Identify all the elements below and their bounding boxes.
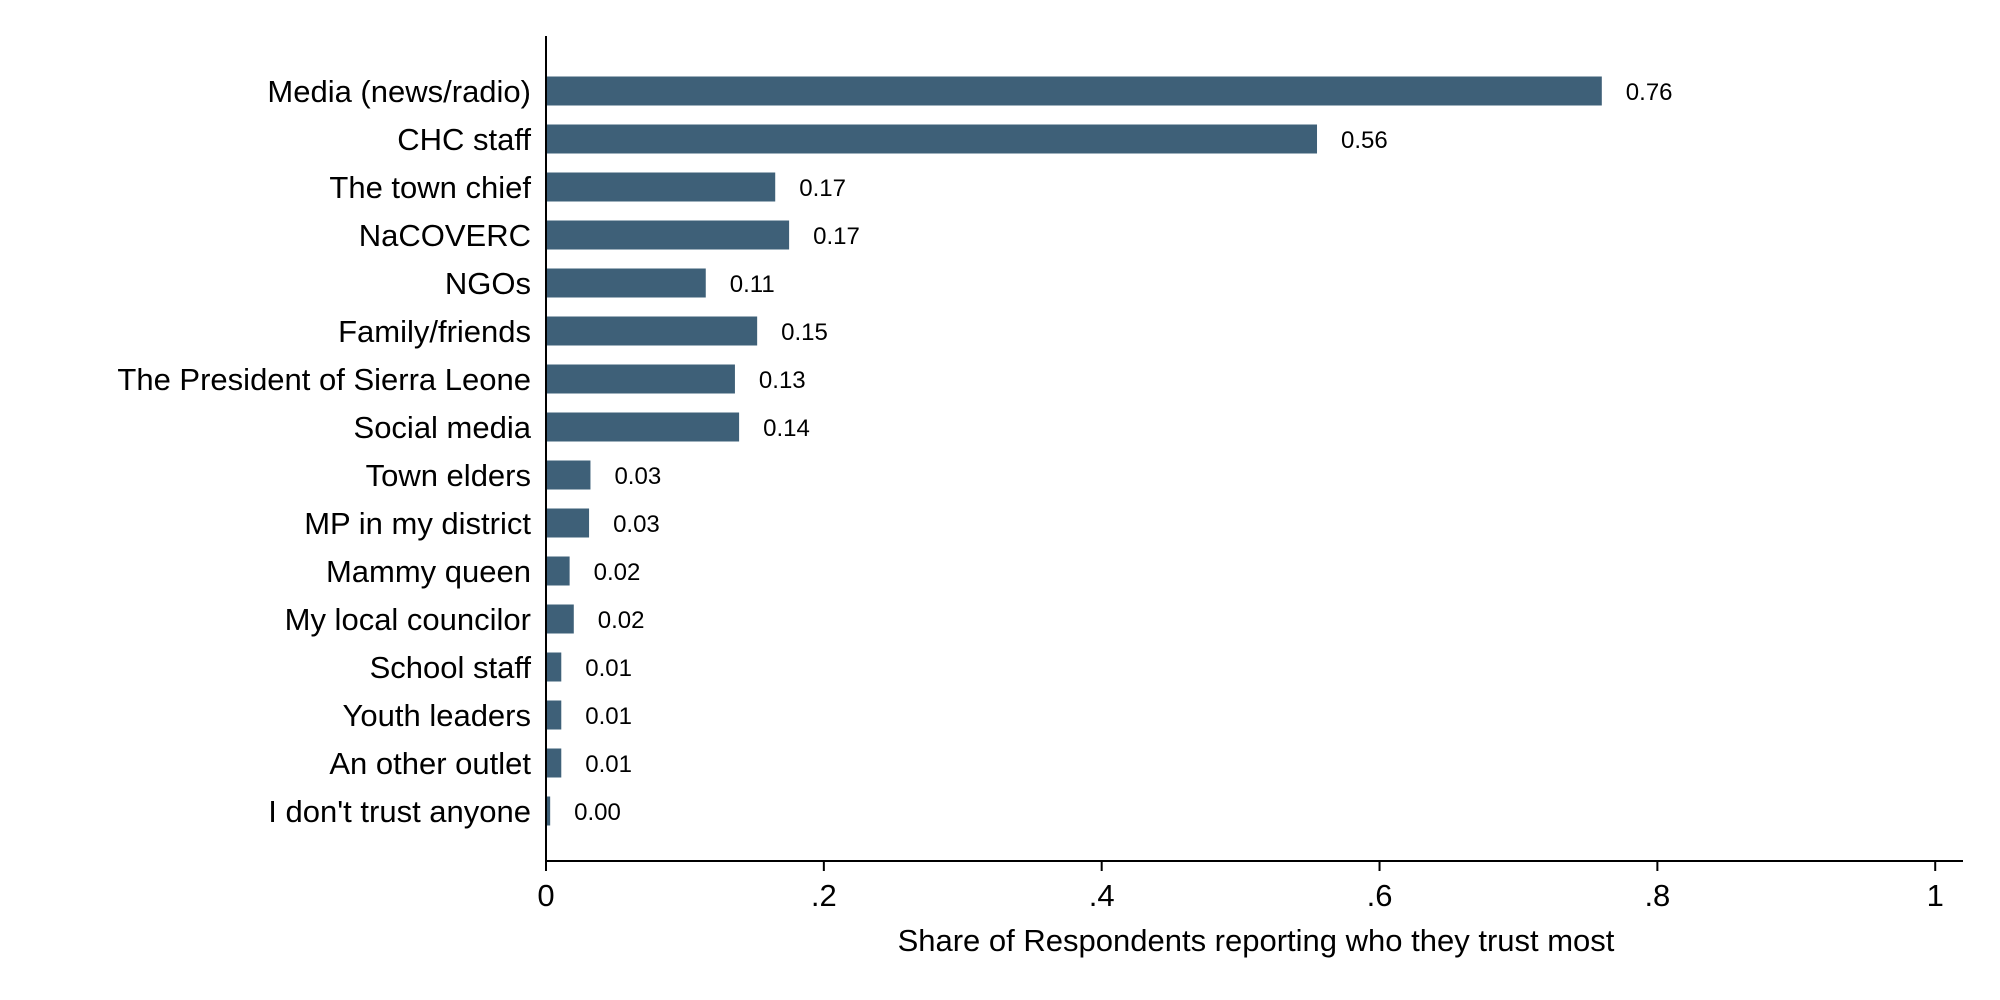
bar-14	[546, 748, 562, 778]
bar-2	[546, 172, 776, 202]
category-label: An other outlet	[329, 746, 531, 781]
bar-8	[546, 460, 591, 490]
category-label: Social media	[354, 410, 532, 445]
x-tick-label: .6	[1367, 878, 1393, 913]
value-label: 0.14	[763, 415, 810, 442]
category-labels-layer: Media (news/radio) CHC staff The town chie…	[117, 74, 531, 829]
category-label: I don't trust anyone	[268, 794, 531, 829]
category-label: The President of Sierra Leone	[117, 362, 531, 397]
bars-layer	[546, 76, 1602, 826]
bar-11	[546, 604, 574, 634]
category-label: MP in my district	[304, 506, 531, 541]
x-tick-label: .4	[1089, 878, 1115, 913]
category-label: The town chief	[329, 170, 531, 205]
value-label: 0.03	[613, 511, 660, 538]
value-label: 0.15	[781, 319, 828, 346]
value-label: 0.11	[730, 271, 775, 298]
x-tick-label: 1	[1927, 878, 1944, 913]
bar-6	[546, 364, 735, 394]
category-label: Family/friends	[338, 314, 531, 349]
bar-7	[546, 412, 740, 442]
x-ticks-layer: 0 .2 .4 .6 .8 1	[537, 861, 1944, 913]
category-label: Mammy queen	[326, 554, 531, 589]
category-label: My local councilor	[285, 602, 531, 637]
value-label: 0.01	[585, 655, 632, 682]
value-label: 0.01	[585, 703, 632, 730]
bar-9	[546, 508, 590, 538]
value-label: 0.56	[1341, 127, 1388, 154]
value-label: 0.76	[1626, 79, 1673, 106]
value-labels-layer: 0.76 0.56 0.17 0.17 0.110.15 0.13 0.14 0.03 0.03…	[574, 79, 1672, 826]
value-label: 0.17	[799, 175, 846, 202]
value-label: 0.13	[759, 367, 806, 394]
category-label: Media (news/radio)	[267, 74, 531, 109]
bar-13	[546, 700, 562, 730]
bar-3	[546, 220, 790, 250]
x-tick-label: 0	[537, 878, 554, 913]
value-label: 0.03	[614, 463, 661, 490]
x-axis-title: Share of Respondents reporting who they …	[898, 923, 1615, 958]
bar-15	[546, 796, 551, 826]
x-tick-label: .8	[1644, 878, 1670, 913]
bar-0	[546, 76, 1602, 106]
category-label: School staff	[370, 650, 532, 685]
category-label: NaCOVERC	[359, 218, 531, 253]
value-label: 0.02	[598, 607, 645, 634]
category-label: Town elders	[366, 458, 531, 493]
bar-1	[546, 124, 1318, 154]
category-label: NGOs	[445, 266, 531, 301]
bar-5	[546, 316, 758, 346]
value-label: 0.01	[585, 751, 632, 778]
value-label: 0.00	[574, 799, 621, 826]
bar-4	[546, 268, 706, 298]
bar-10	[546, 556, 570, 586]
category-label: CHC staff	[397, 122, 531, 157]
bar-12	[546, 652, 562, 682]
value-label: 0.02	[594, 559, 641, 586]
value-label: 0.17	[813, 223, 860, 250]
category-label: Youth leaders	[343, 698, 531, 733]
x-tick-label: .2	[811, 878, 837, 913]
